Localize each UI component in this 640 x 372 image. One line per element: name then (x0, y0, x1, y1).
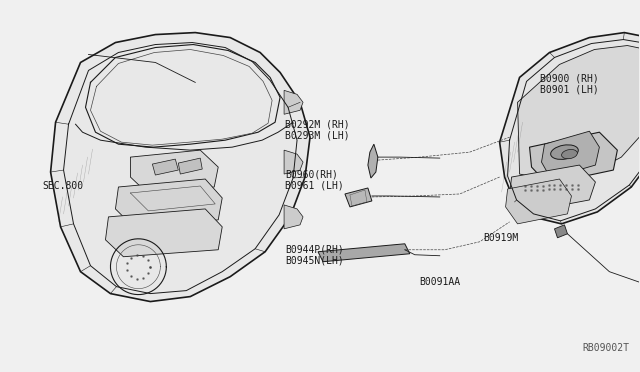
Text: B0919M: B0919M (483, 233, 518, 243)
Text: B0961 (LH): B0961 (LH) (285, 181, 344, 191)
Polygon shape (318, 244, 410, 262)
Text: RB09002T: RB09002T (582, 343, 629, 353)
Text: B0944P(RH): B0944P(RH) (285, 244, 344, 254)
Text: B0960(RH): B0960(RH) (285, 170, 338, 180)
Polygon shape (529, 132, 618, 184)
Polygon shape (152, 159, 179, 175)
Polygon shape (509, 165, 595, 212)
Polygon shape (368, 144, 378, 178)
Polygon shape (51, 33, 310, 302)
Text: B0901 (LH): B0901 (LH) (540, 85, 599, 94)
Text: B0292M (RH): B0292M (RH) (285, 120, 349, 130)
Polygon shape (518, 45, 640, 182)
Polygon shape (284, 205, 303, 229)
Text: B0900 (RH): B0900 (RH) (540, 74, 599, 84)
Polygon shape (284, 150, 303, 174)
Text: B0091AA: B0091AA (419, 278, 460, 287)
Polygon shape (345, 188, 372, 207)
Text: B0945N(LH): B0945N(LH) (285, 255, 344, 265)
Polygon shape (541, 131, 600, 178)
Polygon shape (115, 179, 222, 227)
Ellipse shape (550, 145, 579, 160)
Polygon shape (284, 90, 303, 114)
Polygon shape (554, 225, 568, 238)
Polygon shape (106, 209, 222, 257)
Ellipse shape (561, 150, 577, 159)
Polygon shape (131, 150, 218, 194)
Polygon shape (500, 33, 640, 224)
Polygon shape (179, 158, 202, 174)
Text: B0293M (LH): B0293M (LH) (285, 131, 349, 141)
Text: SEC.800: SEC.800 (43, 181, 84, 191)
Polygon shape (506, 179, 572, 224)
